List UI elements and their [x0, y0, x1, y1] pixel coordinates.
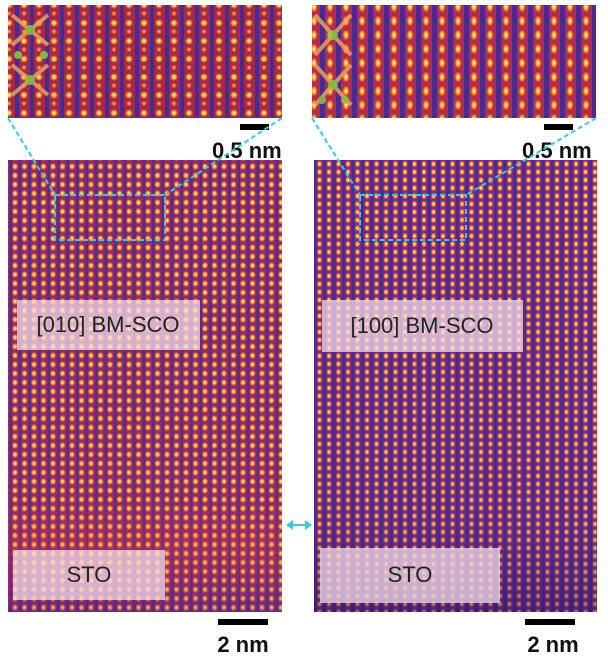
shading: [8, 160, 282, 612]
scale-bar: [544, 124, 573, 130]
scale-label: 0.5 nm: [522, 138, 592, 163]
scale-bar: [218, 619, 268, 625]
orientation-label: [010] BM-SCO: [36, 312, 179, 337]
scale-label: 2 nm: [217, 632, 268, 657]
orientation-label: [100] BM-SCO: [350, 313, 493, 338]
shading: [314, 160, 597, 612]
figure: 0.5 nm 0.5 nm [010] BM-SCO [100] BM-SCO …: [0, 0, 608, 662]
inset-image-right: [312, 5, 596, 118]
interface-arrow: [286, 520, 312, 530]
scale-label: 2 nm: [527, 632, 578, 657]
inset-image-left: [8, 5, 282, 118]
scale-bar: [525, 619, 575, 625]
substrate-label: STO: [67, 562, 112, 587]
substrate-label: STO: [388, 562, 433, 587]
